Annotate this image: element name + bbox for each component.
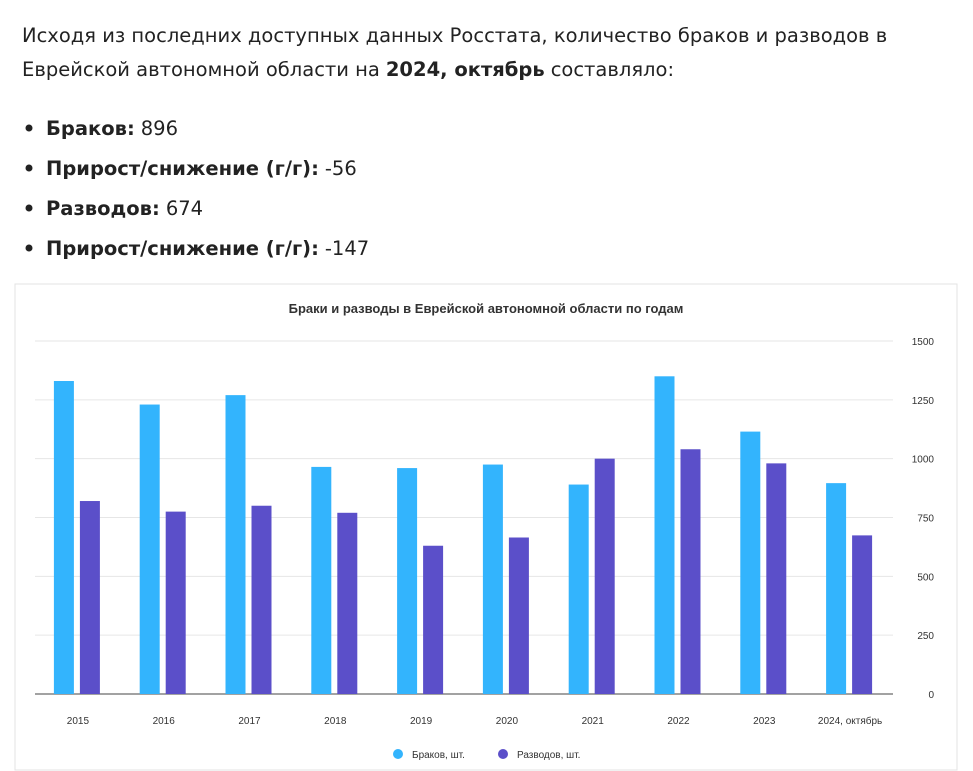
y-tick-label: 1500 [912, 337, 935, 348]
legend-label: Разводов, шт. [517, 750, 580, 761]
x-tick-label: 2024, октябрь [818, 715, 882, 727]
item-value: -147 [325, 237, 369, 260]
bar [826, 483, 847, 694]
bar [680, 449, 701, 694]
legend-marker [498, 749, 508, 759]
item-label: Прирост/снижение (г/г): [46, 237, 319, 260]
bar [337, 512, 358, 694]
bar [397, 468, 418, 694]
item-value: 674 [166, 197, 203, 220]
bar [766, 463, 787, 694]
list-item: Прирост/снижение (г/г): -147 [46, 237, 369, 260]
item-label: Браков: [46, 117, 135, 140]
bar [79, 501, 100, 694]
bar [139, 404, 160, 694]
bullet [25, 204, 33, 212]
intro-date: 2024, октябрь [386, 58, 545, 81]
chart-title: Браки и разводы в Еврейской автономной о… [289, 301, 684, 316]
bar [594, 458, 615, 694]
x-tick-label: 2023 [753, 716, 776, 727]
bar [740, 431, 761, 694]
intro-line: Исходя из последних доступных данных Рос… [22, 24, 887, 47]
bullet [25, 164, 33, 172]
item-value: -56 [325, 157, 357, 180]
y-tick-label: 250 [917, 631, 934, 642]
list-item: Браков: 896 [46, 117, 178, 140]
y-tick-label: 750 [917, 514, 934, 525]
x-tick-label: 2015 [67, 716, 90, 727]
y-tick-label: 500 [917, 572, 934, 583]
x-tick-label: 2020 [496, 716, 519, 727]
x-tick-label: 2019 [410, 716, 433, 727]
intro-text: Еврейской автономной области на [22, 58, 380, 81]
item-label: Разводов: [46, 197, 160, 220]
y-tick-label: 1250 [912, 396, 935, 407]
legend-marker [393, 749, 403, 759]
bullet [25, 124, 33, 132]
x-tick-label: 2017 [238, 716, 261, 727]
x-tick-label: 2018 [324, 716, 347, 727]
intro-text: составляло: [551, 58, 674, 81]
list-item: Разводов: 674 [46, 197, 203, 220]
bar [53, 381, 74, 694]
bar [568, 484, 589, 694]
bar [165, 511, 186, 694]
x-tick-label: 2016 [153, 716, 176, 727]
y-tick-label: 1000 [912, 455, 935, 466]
bar [311, 466, 332, 694]
bullet [25, 244, 33, 252]
item-value: 896 [141, 117, 178, 140]
legend-label: Браков, шт. [412, 750, 465, 761]
bar [251, 505, 272, 694]
bar [225, 395, 246, 694]
bar [852, 535, 873, 694]
bar [654, 376, 675, 694]
list-item: Прирост/снижение (г/г): -56 [46, 157, 357, 180]
bar [482, 464, 503, 694]
bar [508, 537, 529, 694]
item-label: Прирост/снижение (г/г): [46, 157, 319, 180]
x-tick-label: 2021 [582, 716, 605, 727]
y-tick-label: 0 [928, 690, 934, 701]
bar [423, 545, 444, 694]
intro-line: Еврейской автономной области на 2024, окт… [22, 58, 674, 81]
x-tick-label: 2022 [667, 716, 690, 727]
